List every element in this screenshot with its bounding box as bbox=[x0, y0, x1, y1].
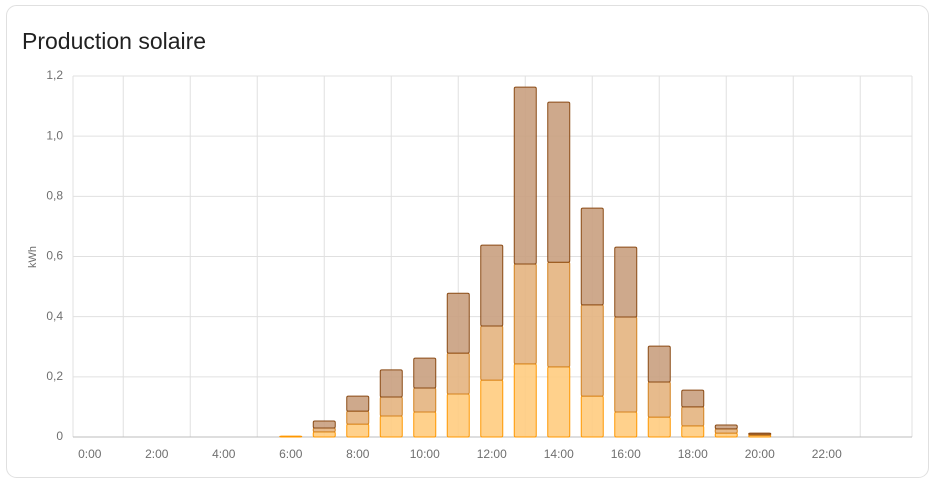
bar-segment bbox=[346, 395, 370, 412]
bar-segment bbox=[681, 389, 705, 408]
bar-segment bbox=[614, 316, 638, 413]
bar-segment bbox=[379, 396, 403, 417]
chart-title: Production solaire bbox=[22, 28, 206, 54]
y-tick-label: 1,2 bbox=[46, 68, 63, 82]
x-tick-label: 8:00 bbox=[346, 447, 370, 461]
bar-segment bbox=[614, 246, 638, 318]
x-tick-label: 0:00 bbox=[78, 447, 102, 461]
bar-segment bbox=[279, 435, 303, 438]
bar-segment bbox=[379, 369, 403, 398]
bar-segment bbox=[480, 244, 504, 327]
bar-segment bbox=[480, 379, 504, 438]
bar-segment bbox=[580, 207, 604, 306]
bar-segment bbox=[647, 381, 671, 418]
bar-segment bbox=[547, 101, 571, 263]
bar-segment bbox=[547, 261, 571, 368]
y-tick-label: 0,2 bbox=[46, 369, 63, 383]
y-tick-label: 0,8 bbox=[46, 189, 63, 203]
bar-segment bbox=[547, 366, 571, 438]
bar-segment bbox=[681, 406, 705, 427]
bar-segment bbox=[312, 427, 336, 433]
x-tick-label: 4:00 bbox=[212, 447, 236, 461]
bar-segment bbox=[446, 292, 470, 354]
bar-segment bbox=[446, 393, 470, 438]
bar-segment bbox=[413, 357, 437, 389]
x-tick-label: 14:00 bbox=[544, 447, 574, 461]
bar-segment bbox=[714, 432, 738, 438]
bar-segment bbox=[413, 411, 437, 438]
bar-segment bbox=[647, 345, 671, 383]
bar-segment bbox=[379, 415, 403, 438]
bar-segment bbox=[513, 86, 537, 265]
bar-segment bbox=[513, 263, 537, 365]
bar-segment bbox=[312, 431, 336, 438]
x-tick-label: 2:00 bbox=[145, 447, 169, 461]
bar-segment bbox=[614, 411, 638, 438]
x-tick-label: 10:00 bbox=[410, 447, 440, 461]
x-tick-label: 16:00 bbox=[611, 447, 641, 461]
x-tick-label: 18:00 bbox=[678, 447, 708, 461]
bar-segment bbox=[748, 432, 772, 435]
y-tick-label: 1,0 bbox=[46, 128, 63, 142]
bar-segment bbox=[513, 363, 537, 438]
y-axis-label: kWh bbox=[27, 246, 39, 268]
y-tick-label: 0 bbox=[56, 429, 63, 443]
y-tick-label: 0,4 bbox=[46, 309, 63, 323]
bar-segment bbox=[413, 387, 437, 413]
x-tick-label: 12:00 bbox=[477, 447, 507, 461]
x-tick-label: 22:00 bbox=[812, 447, 842, 461]
y-tick-label: 0,6 bbox=[46, 249, 63, 263]
bar-segment bbox=[446, 352, 470, 395]
bar-segment bbox=[580, 395, 604, 438]
bar-segment bbox=[312, 420, 336, 429]
bar-segment bbox=[681, 425, 705, 438]
x-tick-label: 20:00 bbox=[745, 447, 775, 461]
bar-segment bbox=[346, 423, 370, 438]
bar-segment bbox=[480, 325, 504, 381]
card bbox=[6, 5, 929, 478]
x-tick-label: 6:00 bbox=[279, 447, 303, 461]
bar-segment bbox=[346, 410, 370, 425]
bar-segment bbox=[714, 428, 738, 434]
bar-segment bbox=[647, 416, 671, 438]
bar-segment bbox=[714, 424, 738, 430]
bar-segment bbox=[580, 304, 604, 397]
